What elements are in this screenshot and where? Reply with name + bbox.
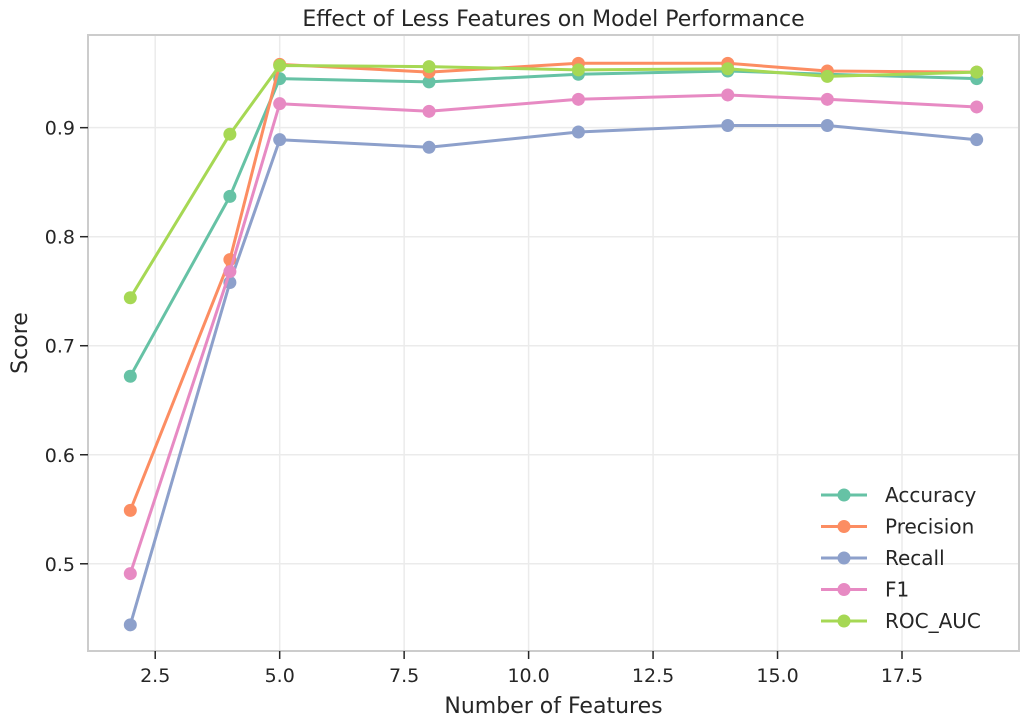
x-tick-label: 15.0 (756, 665, 798, 687)
y-tick-label: 0.9 (45, 118, 75, 140)
data-point (422, 104, 436, 118)
legend-label: F1 (885, 578, 909, 602)
data-point (223, 127, 237, 141)
data-point (223, 265, 237, 279)
y-tick-label: 0.8 (45, 227, 75, 249)
data-point (970, 65, 984, 79)
data-point (123, 618, 137, 632)
x-tick-label: 10.0 (507, 665, 549, 687)
data-point (571, 92, 585, 106)
data-point (970, 133, 984, 147)
y-tick-label: 0.5 (45, 554, 75, 576)
legend-item: F1 (821, 578, 909, 602)
data-point (820, 118, 834, 132)
data-point (820, 69, 834, 83)
data-point (273, 59, 287, 73)
y-axis-title: Score (8, 312, 33, 374)
data-point (571, 63, 585, 77)
data-point (123, 291, 137, 305)
data-point (721, 88, 735, 102)
legend-marker (837, 551, 851, 565)
grid (88, 35, 1019, 651)
axis-ticks: 2.5 5.0 7.5 10.0 12.5 15.0 17.5 0.5 0.6 0.7 0.8 0.9 (45, 118, 923, 687)
legend-marker (837, 583, 851, 596)
y-tick-label: 0.7 (45, 336, 75, 358)
series-line (128, 69, 979, 378)
legend-item: Accuracy (821, 483, 976, 507)
series-roc-auc (123, 59, 984, 305)
legend-label: ROC_AUC (885, 609, 981, 633)
data-point (721, 118, 735, 132)
data-point (123, 369, 137, 383)
legend-marker (837, 520, 851, 533)
data-point (123, 567, 137, 581)
data-point (273, 133, 287, 147)
x-tick-label: 2.5 (140, 665, 170, 687)
series-recall (123, 118, 984, 632)
series-line (128, 64, 979, 300)
series-precision (123, 56, 984, 517)
series-line (128, 93, 979, 576)
data-point (223, 189, 237, 203)
x-tick-label: 7.5 (389, 665, 419, 687)
data-point (422, 75, 436, 89)
legend-item: Precision (821, 515, 974, 539)
legend-label: Precision (885, 515, 974, 539)
series-accuracy (123, 64, 984, 383)
data-point (273, 97, 287, 111)
x-tick-label: 17.5 (881, 665, 923, 687)
legend-label: Accuracy (885, 483, 976, 507)
legend-marker (837, 488, 851, 502)
y-tick-label: 0.6 (45, 445, 75, 467)
legend-marker (837, 614, 851, 628)
x-tick-label: 12.5 (632, 665, 674, 687)
data-point (820, 92, 834, 106)
x-axis-title: Number of Features (444, 694, 662, 719)
legend: Accuracy Precision Recall F1 ROC_AUC (821, 483, 981, 633)
x-tick-label: 5.0 (265, 665, 295, 687)
data-point (123, 503, 137, 517)
data-point (721, 62, 735, 76)
chart-title: Effect of Less Features on Model Perform… (302, 7, 804, 32)
legend-item: ROC_AUC (821, 609, 981, 633)
series-line (128, 124, 979, 627)
data-point (970, 100, 984, 114)
series-f1 (123, 88, 984, 581)
legend-label: Recall (885, 546, 945, 570)
plot-frame (87, 34, 1020, 652)
data-point (571, 125, 585, 139)
data-point (422, 140, 436, 154)
legend-item: Recall (821, 546, 945, 570)
series-group (123, 56, 984, 632)
data-point (422, 60, 436, 74)
